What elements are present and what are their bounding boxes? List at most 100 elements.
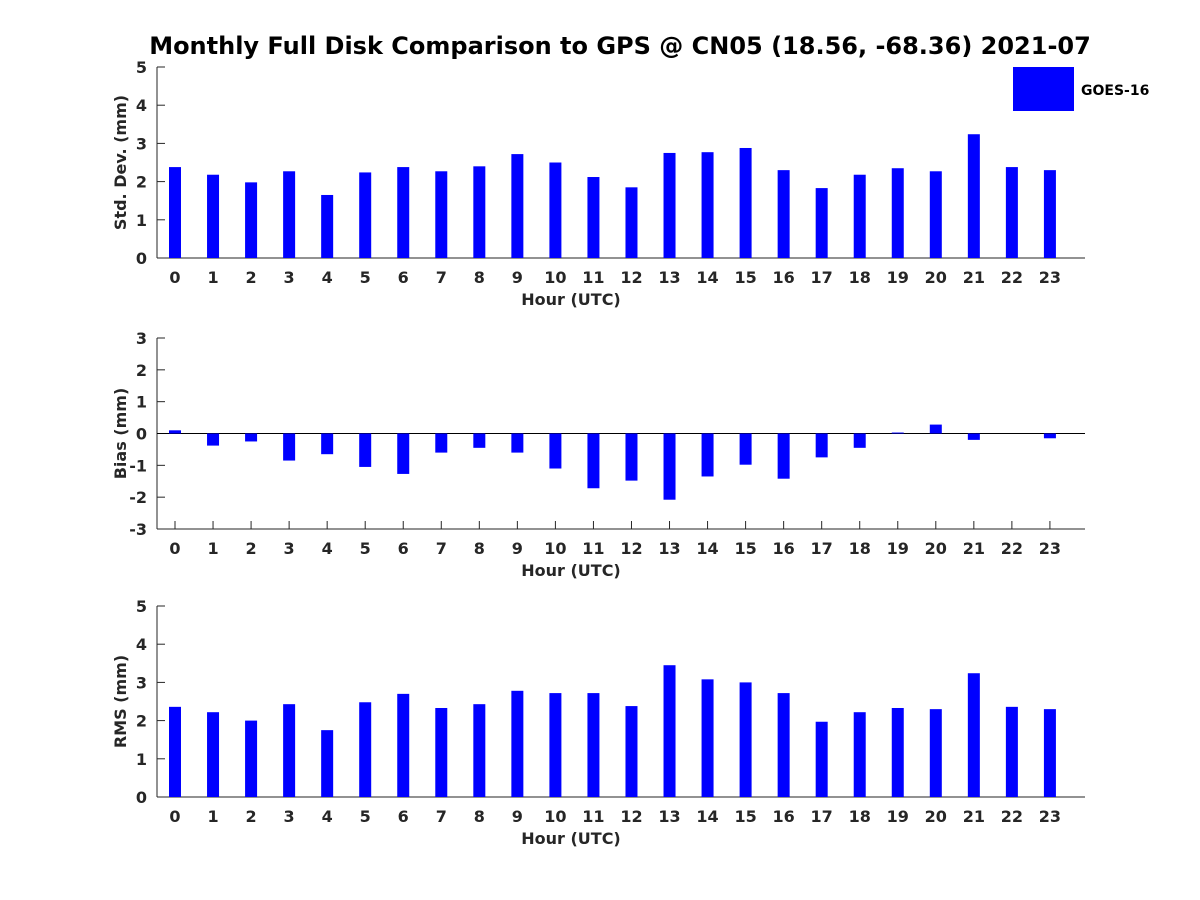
bar-std-hour-9 (511, 154, 524, 258)
y-tick-label: 0 (136, 788, 147, 807)
x-tick-label: 16 (773, 268, 795, 287)
x-tick-label: 20 (925, 268, 947, 287)
x-tick-label: 15 (734, 268, 756, 287)
bar-std-hour-6 (397, 167, 410, 258)
bar-rms-hour-6 (397, 693, 410, 797)
x-tick-label: 19 (887, 539, 909, 558)
x-tick-label: 4 (322, 807, 333, 826)
bar-bias-hour-12 (625, 433, 638, 481)
x-tick-label: 16 (773, 539, 795, 558)
bar-std-hour-20 (929, 171, 942, 258)
x-tick-label: 23 (1039, 807, 1061, 826)
x-tick-label: 5 (360, 807, 371, 826)
bar-rms-hour-7 (435, 707, 448, 797)
x-axis-label: Hour (UTC) (521, 290, 621, 309)
bar-rms-hour-2 (245, 720, 258, 797)
bar-std-hour-3 (283, 171, 296, 258)
bar-bias-hour-19 (891, 432, 904, 434)
bar-std-hour-1 (207, 174, 220, 258)
bar-std-hour-8 (473, 166, 486, 258)
x-tick-label: 12 (620, 539, 642, 558)
x-tick-label: 23 (1039, 268, 1061, 287)
chart-legend: GOES-16 (1013, 67, 1149, 111)
bar-bias-hour-11 (587, 433, 600, 489)
x-tick-label: 18 (849, 807, 871, 826)
x-tick-label: 9 (512, 539, 523, 558)
x-tick-label: 1 (207, 539, 218, 558)
bar-bias-hour-23 (1043, 433, 1056, 439)
x-tick-label: 14 (696, 539, 718, 558)
y-tick-label: 0 (136, 249, 147, 268)
bar-std-hour-2 (245, 182, 258, 258)
y-tick-label: 2 (136, 361, 147, 380)
x-tick-label: 22 (1001, 807, 1023, 826)
x-tick-label: 5 (360, 539, 371, 558)
bar-rms-hour-0 (169, 706, 181, 797)
bar-std-hour-14 (701, 152, 714, 258)
x-tick-label: 1 (207, 268, 218, 287)
x-tick-label: 0 (169, 539, 180, 558)
x-tick-label: 17 (811, 807, 833, 826)
x-tick-label: 11 (582, 807, 604, 826)
x-tick-label: 14 (696, 268, 718, 287)
bar-bias-hour-13 (663, 433, 676, 500)
x-tick-label: 17 (811, 268, 833, 287)
x-tick-label: 18 (849, 268, 871, 287)
x-tick-label: 4 (322, 539, 333, 558)
y-tick-label: 4 (136, 96, 147, 115)
bar-std-hour-16 (777, 170, 790, 258)
y-tick-label: 2 (136, 712, 147, 731)
bar-bias-hour-3 (283, 433, 296, 461)
x-axis-label: Hour (UTC) (521, 829, 621, 848)
bar-rms-hour-20 (929, 709, 942, 797)
bar-rms-hour-8 (473, 704, 486, 797)
bar-std-hour-22 (1005, 167, 1018, 258)
bar-bias-hour-4 (321, 433, 334, 455)
bar-rms-hour-22 (1005, 706, 1018, 797)
bar-rms-hour-15 (739, 682, 752, 797)
x-tick-label: 7 (436, 807, 447, 826)
x-tick-label: 2 (246, 807, 257, 826)
bar-rms-hour-3 (283, 704, 296, 797)
y-tick-label: -2 (129, 488, 147, 507)
bar-bias-hour-8 (473, 433, 486, 448)
x-tick-label: 17 (811, 539, 833, 558)
bar-std-hour-0 (169, 167, 181, 258)
x-tick-label: 3 (284, 807, 295, 826)
bar-bias-hour-20 (929, 424, 942, 434)
x-tick-label: 6 (398, 807, 409, 826)
y-tick-label: 3 (136, 134, 147, 153)
y-tick-label: -3 (129, 520, 147, 539)
x-tick-label: 15 (734, 539, 756, 558)
y-tick-label: 4 (136, 635, 147, 654)
x-tick-label: 9 (512, 268, 523, 287)
x-tick-label: 6 (398, 268, 409, 287)
bar-bias-hour-1 (207, 433, 220, 446)
x-tick-label: 4 (322, 268, 333, 287)
x-tick-label: 20 (925, 539, 947, 558)
bar-rms-hour-23 (1043, 709, 1056, 797)
y-axis-label: RMS (mm) (111, 655, 130, 748)
y-tick-label: -1 (129, 456, 147, 475)
bar-bias-hour-5 (359, 433, 372, 467)
x-tick-label: 8 (474, 539, 485, 558)
bar-rms-hour-21 (967, 673, 980, 797)
y-tick-label: 5 (136, 58, 147, 77)
x-tick-label: 23 (1039, 539, 1061, 558)
bar-rms-hour-9 (511, 690, 524, 797)
bar-rms-hour-12 (625, 706, 638, 797)
x-tick-label: 21 (963, 268, 985, 287)
bar-rms-hour-10 (549, 693, 562, 797)
bar-rms-hour-11 (587, 693, 600, 797)
bar-std-hour-5 (359, 172, 372, 258)
y-tick-label: 1 (136, 211, 147, 230)
y-tick-label: 5 (136, 597, 147, 616)
bar-std-hour-21 (967, 134, 980, 258)
bar-rms-hour-19 (891, 707, 904, 797)
y-tick-label: 1 (136, 750, 147, 769)
bar-rms-hour-4 (321, 730, 334, 797)
bar-rms-hour-18 (853, 712, 866, 797)
x-tick-label: 22 (1001, 268, 1023, 287)
x-tick-label: 21 (963, 539, 985, 558)
